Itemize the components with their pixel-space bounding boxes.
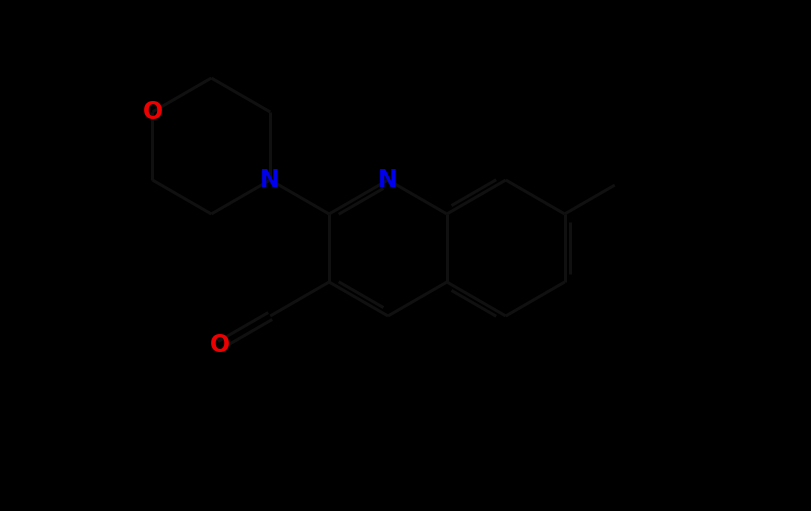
Text: O: O [142, 100, 162, 124]
Text: O: O [210, 333, 230, 357]
Text: N: N [378, 168, 397, 192]
Text: N: N [260, 168, 280, 192]
